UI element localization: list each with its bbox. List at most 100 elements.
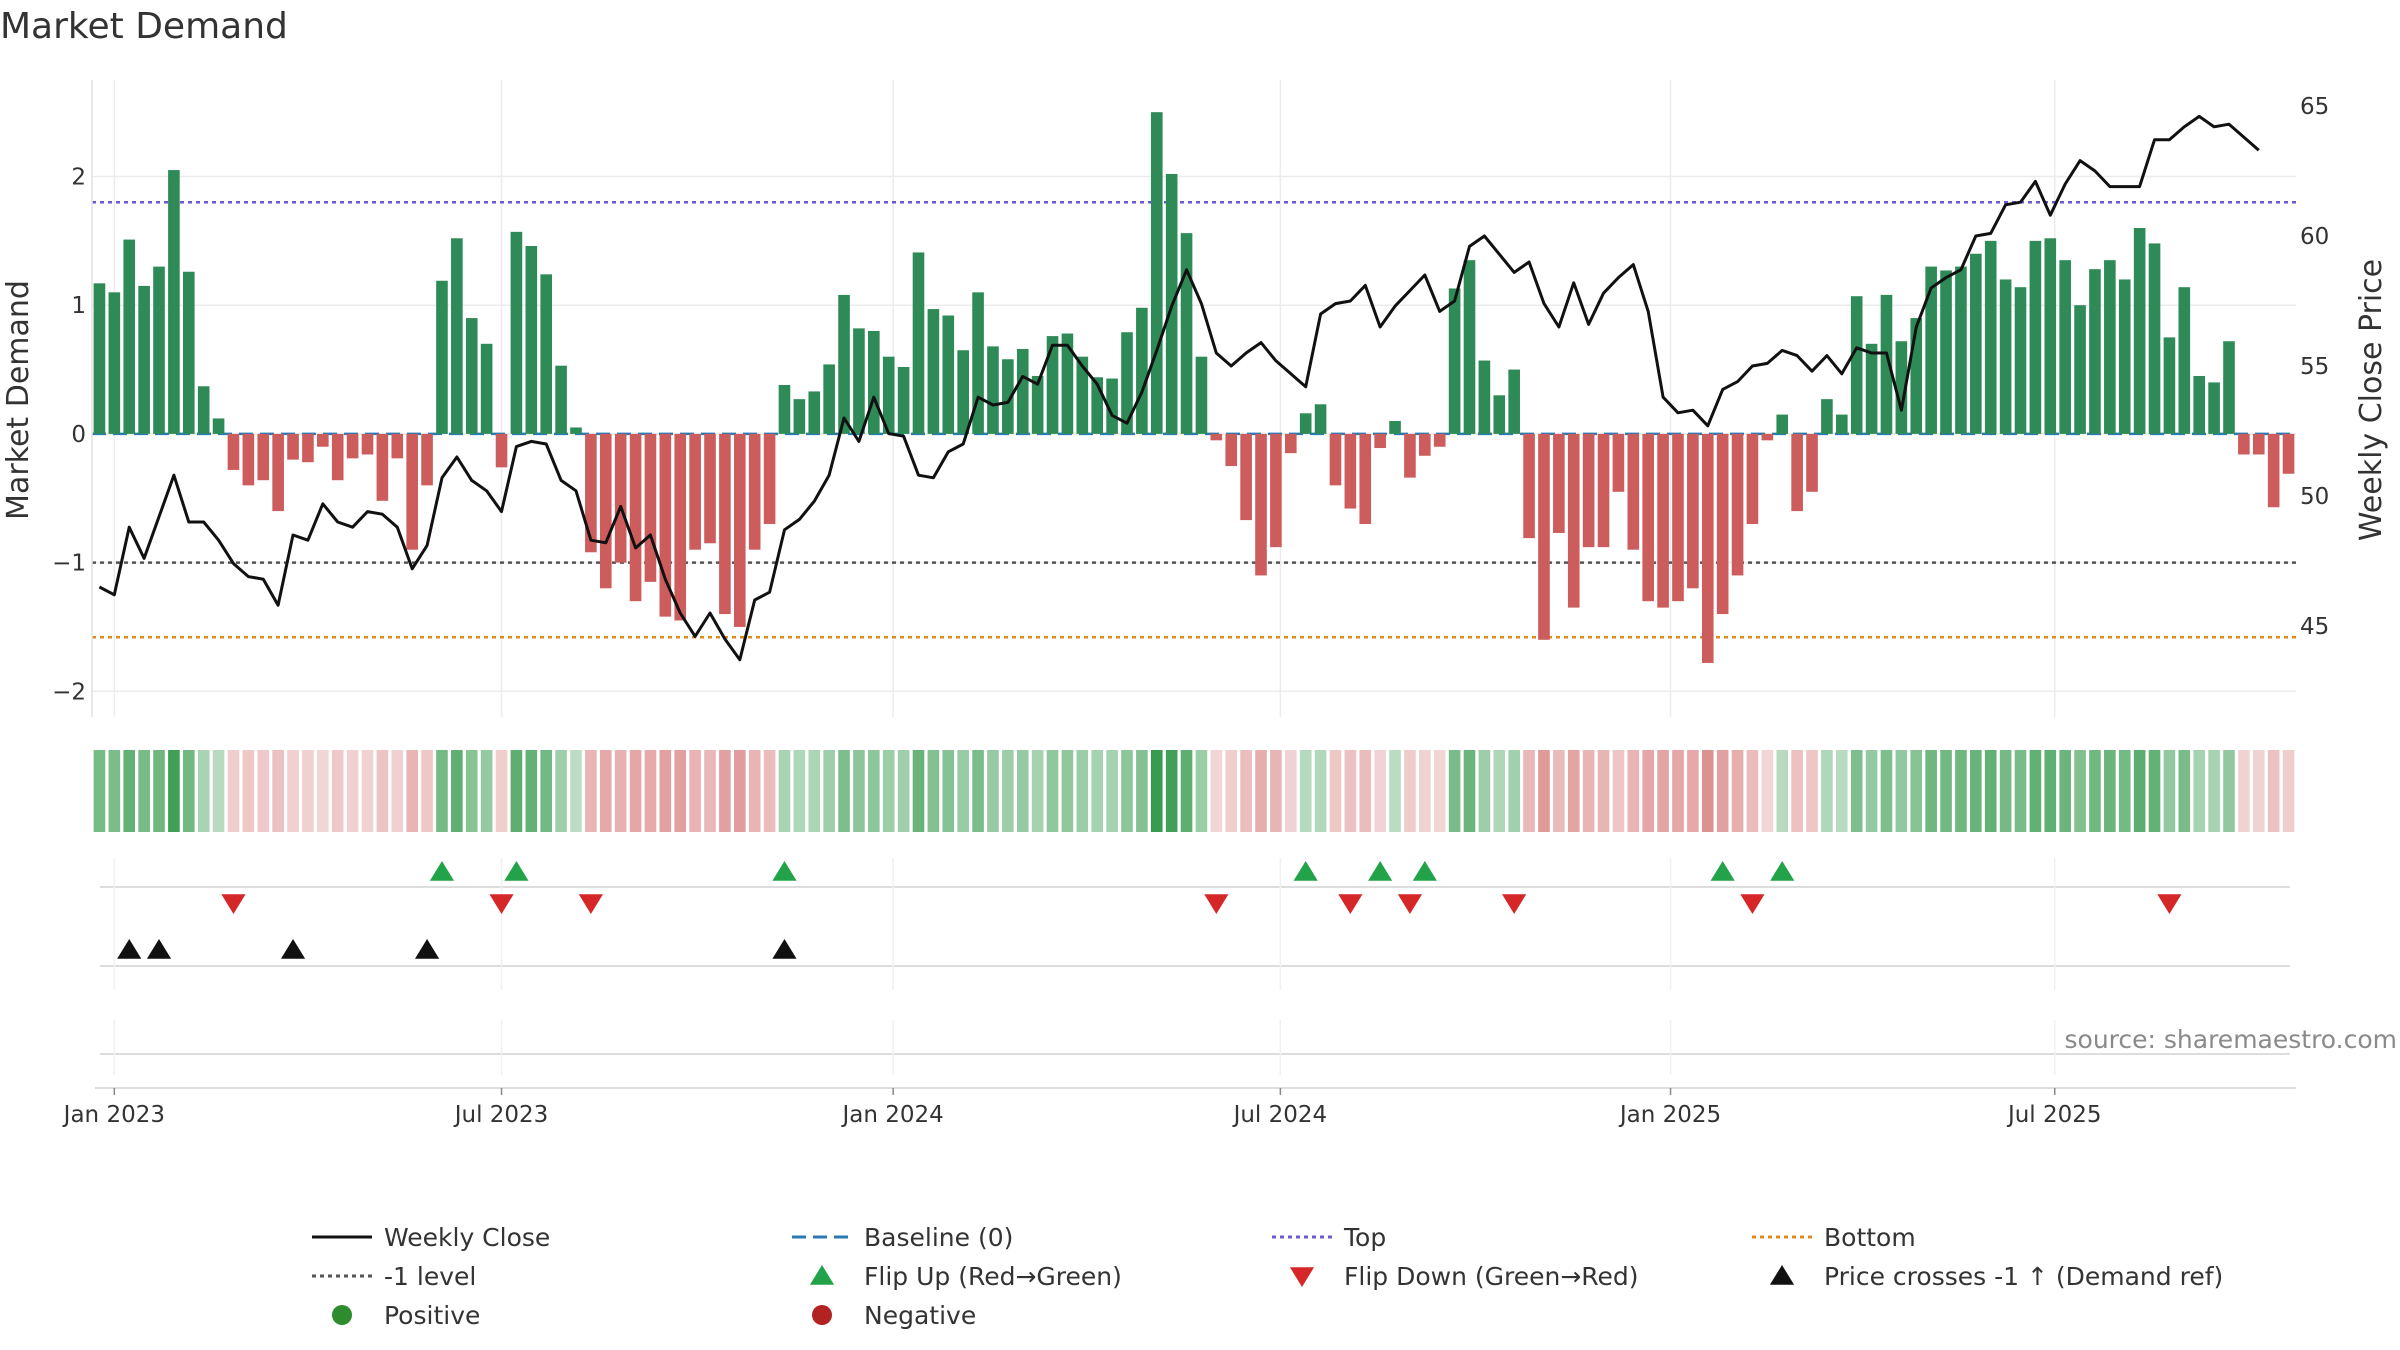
heat-cell (182, 750, 195, 832)
demand-bar (2089, 269, 2101, 434)
heat-cell (1582, 750, 1595, 832)
demand-bar (1046, 336, 1059, 434)
heat-cell (719, 750, 731, 832)
demand-bar (525, 246, 538, 434)
heat-cell (1255, 750, 1267, 832)
heat-cell (1850, 750, 1863, 832)
demand-bar (1538, 433, 1550, 640)
axes: −2 −1 0 1 2 45 50 55 60 65 (52, 80, 2329, 717)
demand-bar (1240, 433, 1252, 521)
heat-cell (1672, 750, 1684, 832)
demand-bar (182, 271, 195, 434)
heat-cell (138, 750, 150, 832)
heat-cell (2133, 750, 2146, 832)
y-tick-label: 0 (71, 422, 86, 448)
heat-cell (2282, 750, 2295, 832)
legend-label: Flip Down (Green→Red) (1344, 1262, 1639, 1291)
demand-bar (1940, 270, 1952, 434)
heat-cell (1612, 750, 1625, 832)
demand-bar (331, 433, 344, 481)
heat-cell (2148, 750, 2161, 832)
demand-bar (674, 433, 687, 621)
heat-cell (1895, 750, 1908, 832)
demand-bar (2282, 433, 2295, 474)
heat-cell (838, 750, 850, 832)
heat-cell (1553, 750, 1565, 832)
heat-cell (1165, 750, 1178, 832)
demand-bar (451, 238, 463, 434)
heat-cell (1225, 750, 1238, 832)
y-axis-label: Market Demand (1, 280, 36, 520)
demand-bar (108, 292, 121, 434)
heat-cell (2089, 750, 2101, 832)
flip-down-marker (1204, 894, 1229, 914)
demand-bar (1419, 433, 1431, 456)
heat-cell (1121, 750, 1133, 832)
demand-heat-strip (93, 750, 2295, 832)
demand-bar (659, 433, 672, 617)
demand-bar (897, 366, 910, 434)
heat-cell (1344, 750, 1357, 832)
legend: Weekly Close Baseline (0) Top Bottom -1 leve… (312, 1223, 2223, 1330)
demand-bar (1225, 433, 1238, 467)
heat-cell (808, 750, 821, 832)
heat-cell (1240, 750, 1252, 832)
heat-cell (1955, 750, 1967, 832)
heat-cell (778, 750, 791, 832)
heat-cell (882, 750, 895, 832)
demand-bar (510, 231, 523, 434)
demand-bar (1716, 433, 1729, 615)
heat-cell (599, 750, 612, 832)
heat-cell (2267, 750, 2280, 832)
demand-bar (2178, 287, 2191, 434)
heat-cell (197, 750, 210, 832)
heat-cell (1314, 750, 1327, 832)
heat-cell (495, 750, 508, 832)
demand-bar (1508, 369, 1520, 434)
demand-bar (2029, 240, 2042, 434)
demand-bar (1299, 413, 1312, 434)
demand-bar (838, 294, 850, 434)
heat-cell (1061, 750, 1074, 832)
legend-item: -1 level (312, 1262, 476, 1291)
heat-cell (1791, 750, 1803, 832)
demand-bar (1955, 266, 1967, 434)
heat-cell (823, 750, 835, 832)
demand-bar (1344, 433, 1357, 509)
y2-tick-label: 50 (2300, 484, 2329, 510)
legend-item: Flip Down (Green→Red) (1289, 1262, 1639, 1291)
heat-cell (406, 750, 418, 832)
demand-bar (1791, 433, 1803, 512)
heat-cell (1716, 750, 1729, 832)
demand-bar (1002, 359, 1014, 434)
demand-bar (257, 433, 270, 481)
flip-down-marker (1338, 894, 1363, 914)
demand-bar (1761, 433, 1774, 441)
demand-bar (1701, 433, 1714, 663)
demand-bar (1821, 399, 1833, 434)
heat-cell (659, 750, 672, 832)
demand-bar (868, 330, 880, 434)
demand-bar (1776, 414, 1789, 434)
demand-bar (823, 364, 835, 434)
demand-bar (614, 433, 627, 563)
heat-cell (1433, 750, 1446, 832)
flip-up-marker (1293, 861, 1318, 881)
x-tick-label: Jul 2024 (1232, 1102, 1328, 1128)
demand-bar (763, 433, 776, 524)
y-tick-label: 2 (71, 165, 86, 191)
heat-cell (733, 750, 746, 832)
heat-cell (391, 750, 404, 832)
heat-cell (1642, 750, 1655, 832)
legend-item: Flip Up (Red→Green) (809, 1262, 1122, 1291)
chart-title: Market Demand (0, 6, 288, 47)
demand-bar (748, 433, 761, 550)
heat-cell (465, 750, 478, 832)
heat-cell (1404, 750, 1416, 832)
demand-bar (912, 252, 925, 434)
heat-cell (2014, 750, 2027, 832)
heat-cell (525, 750, 538, 832)
demand-bar (853, 328, 865, 434)
legend-item: Baseline (0) (792, 1223, 1013, 1252)
